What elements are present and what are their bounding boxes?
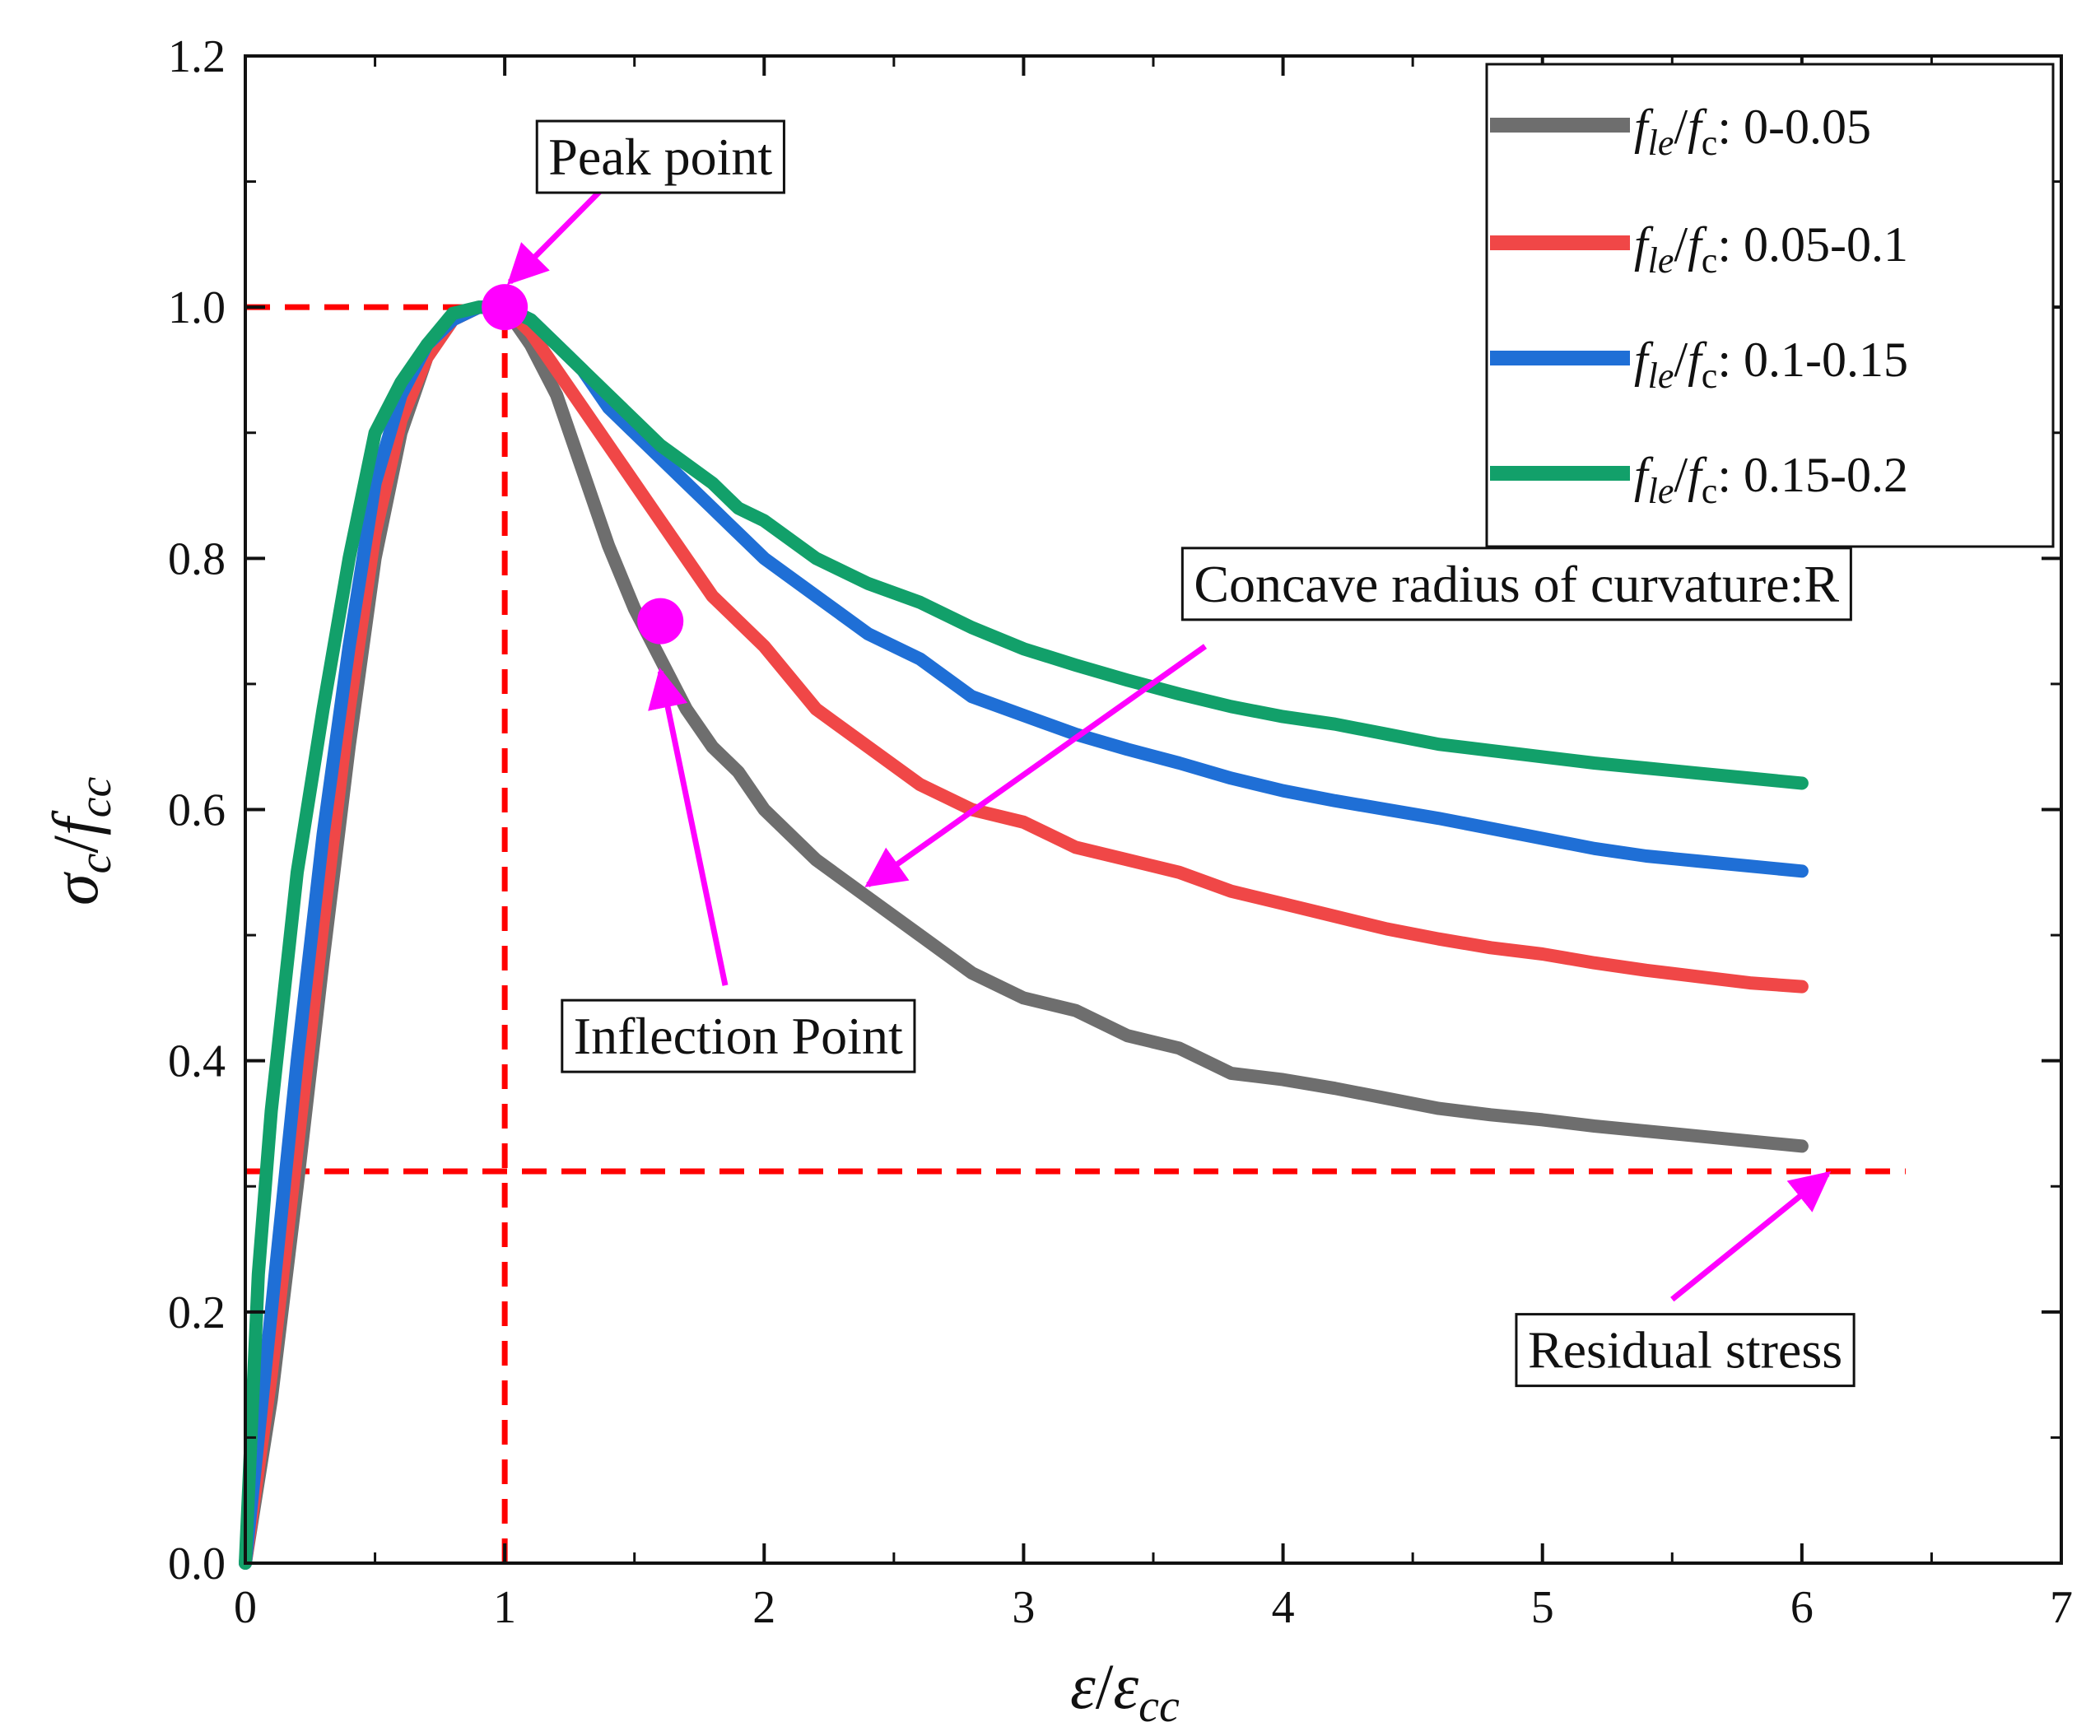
annotation-arrow <box>864 644 1208 887</box>
annotation-box <box>1515 1313 1856 1388</box>
x-tick-label: 6 <box>1790 1582 1814 1633</box>
annotation-box <box>535 119 785 194</box>
x-tick-label: 5 <box>1531 1582 1554 1633</box>
x-axis-title-slash: / <box>1096 1650 1114 1722</box>
annotation-label: Concave radius of curvature:R <box>1194 555 1839 613</box>
inflection-marker <box>637 598 684 645</box>
markers <box>482 284 684 645</box>
y-axis-title-main-sub: c <box>70 854 121 874</box>
y-tick-label: 0.4 <box>168 1036 226 1087</box>
annotation: Residual stress <box>1515 1313 1856 1388</box>
annotation: Peak point <box>535 119 785 194</box>
legend: fle/fc: 0-0.05 fle/fc: 0.05-0.1 fle/fc: … <box>1485 63 2055 548</box>
legend-label: fle/fc: 0.05-0.1 <box>1634 217 1908 281</box>
x-tick-label: 1 <box>493 1582 516 1633</box>
legend-entry: fle/fc: 0.05-0.1 <box>1490 217 1908 281</box>
y-tick-label: 0.2 <box>168 1287 226 1338</box>
axis-ticks <box>244 54 2063 1565</box>
legend-entry: fle/fc: 0-0.05 <box>1490 100 1871 163</box>
y-axis-title: σc/fcc <box>40 776 121 905</box>
axis-tick-labels: 0 1 2 3 4 5 6 7 0.0 0.2 0.4 0.6 0.8 1.0 1.2 <box>168 31 2073 1633</box>
series-line <box>239 300 1809 1570</box>
annotation: Concave radius of curvature:R <box>1180 547 1852 621</box>
annotation-arrow <box>1670 1171 1832 1302</box>
x-axis-title-main: ε <box>1070 1650 1096 1722</box>
annotation: Inflection Point <box>561 998 916 1073</box>
series-line <box>239 300 1809 1570</box>
annotation-label: Inflection Point <box>574 1007 903 1065</box>
y-tick-label: 1.2 <box>168 31 226 82</box>
series-lines <box>239 300 1809 1570</box>
legend-label: fle/fc: 0.1-0.15 <box>1634 333 1908 396</box>
x-tick-label: 4 <box>1272 1582 1295 1633</box>
x-axis-title-denom-sub: cc <box>1138 1681 1180 1732</box>
peak-marker <box>482 284 528 331</box>
x-tick-label: 7 <box>2050 1582 2073 1633</box>
annotation-label: Peak point <box>548 128 772 186</box>
annotation-box <box>561 998 916 1073</box>
x-tick-label: 0 <box>234 1582 257 1633</box>
y-axis-title-slash: / <box>40 835 111 854</box>
legend-label: fle/fc: 0.15-0.2 <box>1634 448 1908 511</box>
plot-area: Peak point Inflection Point Concave radius… <box>239 119 1906 1570</box>
annotations: Peak point Inflection Point Concave radius… <box>506 119 1856 1388</box>
annotation-box <box>1180 547 1852 621</box>
x-tick-label: 3 <box>1012 1582 1035 1633</box>
y-tick-label: 0.6 <box>168 785 226 836</box>
legend-label: fle/fc: 0-0.05 <box>1634 100 1871 163</box>
x-axis-title: ε/εcc <box>1070 1650 1180 1732</box>
annotation-arrow <box>648 667 729 986</box>
y-axis-title-main: σ <box>40 872 111 905</box>
y-axis-title-denom-sub: cc <box>70 776 121 817</box>
annotation-label: Residual stress <box>1528 1321 1842 1380</box>
x-axis-title-denom: ε <box>1113 1650 1138 1722</box>
y-tick-label: 0.0 <box>168 1538 226 1589</box>
legend-entry: fle/fc: 0.15-0.2 <box>1490 448 1908 511</box>
y-tick-label: 0.8 <box>168 533 226 584</box>
x-tick-label: 2 <box>752 1582 775 1633</box>
y-tick-label: 1.0 <box>168 282 226 333</box>
